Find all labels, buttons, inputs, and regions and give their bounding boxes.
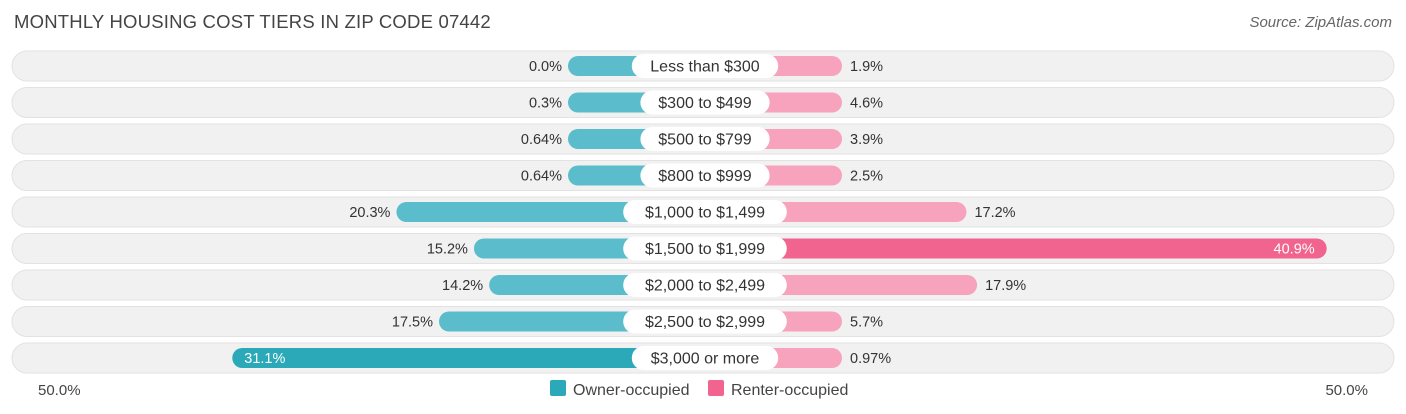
renter-value-label: 17.2% [974,205,1015,221]
chart-source: Source: ZipAtlas.com [1249,14,1392,31]
owner-value-label: 0.64% [521,169,562,185]
renter-value-label: 17.9% [985,278,1026,294]
category-pill [640,163,770,188]
chart-title: MONTHLY HOUSING COST TIERS IN ZIP CODE 0… [14,11,491,32]
category-label: $300 to $499 [658,95,752,112]
renter-value-label: 5.7% [850,315,883,331]
renter-value-label: 40.9% [1274,242,1315,258]
owner-value-label: 0.3% [529,96,562,112]
category-pill [640,90,770,115]
category-label: $1,000 to $1,499 [645,205,765,222]
category-label: $2,500 to $2,999 [645,314,765,331]
owner-value-label: 15.2% [427,242,468,258]
category-label: $2,000 to $2,499 [645,278,765,295]
category-pill [623,309,787,334]
owner-value-label: 14.2% [442,278,483,294]
category-pill [631,54,779,78]
category-label: $800 to $999 [658,168,752,185]
category-pill [640,127,770,151]
category-pill [623,273,787,297]
category-label: $3,000 or more [651,351,760,368]
owner-value-label: 0.0% [529,59,562,75]
renter-bar [705,238,1327,259]
legend-owner-label: Owner-occupied [573,382,690,399]
owner-bar [232,348,705,368]
owner-value-label: 31.1% [244,351,285,367]
owner-value-label: 20.3% [349,205,390,221]
owner-value-label: 0.64% [521,132,562,148]
category-pill [623,236,787,261]
category-label: $500 to $799 [658,132,752,149]
axis-left-label: 50.0% [38,382,81,399]
axis-right-label: 50.0% [1325,382,1368,399]
renter-value-label: 4.6% [850,96,883,112]
owner-value-label: 17.5% [392,315,433,331]
category-label: $1,500 to $1,999 [645,241,765,258]
category-pill [623,200,787,224]
renter-value-label: 3.9% [850,132,883,148]
legend-renter-swatch [708,380,724,396]
renter-value-label: 0.97% [850,351,891,367]
category-pill [631,346,779,370]
renter-value-label: 1.9% [850,59,883,75]
category-label: Less than $300 [650,59,760,76]
legend-owner-swatch [550,380,566,396]
legend-renter-label: Renter-occupied [731,382,848,399]
renter-value-label: 2.5% [850,169,883,185]
